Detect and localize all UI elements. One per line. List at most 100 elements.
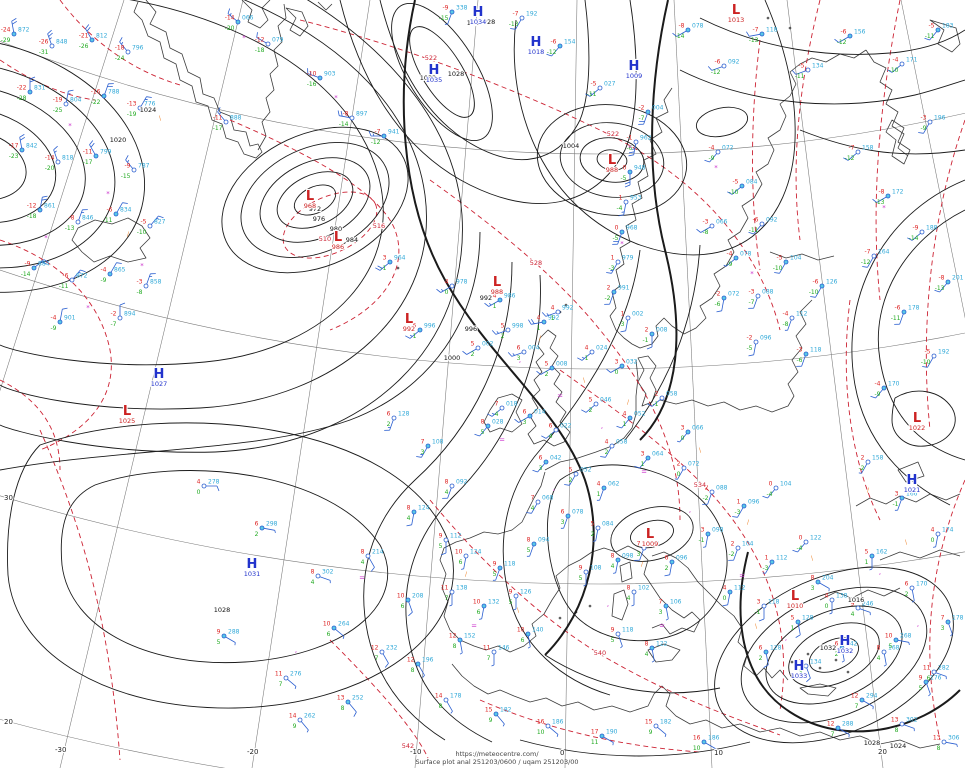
dewpoint-value: 5 (217, 639, 221, 646)
dewpoint-value: -13 (65, 225, 75, 232)
wind-barb (810, 287, 822, 298)
wind-barb (526, 545, 534, 557)
temperature-value: 4 (931, 527, 935, 534)
station-circle (759, 31, 765, 37)
dewpoint-value: 1 (641, 461, 645, 468)
dewpoint-value: -3 (619, 321, 625, 328)
station-circle (497, 565, 503, 571)
dewpoint-value: 5 (579, 575, 583, 582)
pressure-tendency-symbol: \ (699, 447, 702, 454)
wind-barb (748, 343, 757, 357)
weather-symbol: = (641, 468, 647, 476)
station-plot: 6 3 042 (532, 455, 562, 473)
station-plot: 1 -4 953 (617, 195, 642, 217)
wind-barb (532, 463, 546, 473)
temperature-value: -3 (137, 279, 143, 286)
temperature-value: 7 (659, 599, 663, 606)
station-plot: -6 -11 834 (103, 202, 132, 224)
pressure-value: 146 (498, 645, 510, 652)
center-letter: H (429, 63, 440, 78)
isobar-label: 1020 (110, 136, 127, 144)
station-plot: -4 -9 170 (870, 381, 900, 399)
temperature-value: 10 (323, 621, 331, 628)
station-circle (709, 223, 715, 229)
pressure-value: 232 (386, 645, 398, 652)
dewpoint-value: -18 (27, 213, 37, 220)
station-circle (131, 167, 137, 173)
station-circle (865, 459, 871, 465)
wind-barb (119, 302, 126, 316)
station-plot: -4 -10 171 (887, 57, 918, 74)
temperature-value: -5 (925, 349, 931, 356)
dewpoint-value: 2 (387, 421, 391, 428)
station-plot: 2 -1 008 (643, 327, 668, 350)
station-plot: 9 5 126 (509, 589, 532, 611)
temperature-value: -7 (375, 129, 381, 136)
station-circle (349, 115, 355, 121)
station-circle (125, 49, 131, 55)
temperature-value: 4 (623, 411, 627, 418)
dewpoint-value: 4 (877, 655, 881, 662)
station-plot: 10 6 140 (517, 627, 544, 649)
wind-barb (600, 447, 612, 458)
station-circle (505, 327, 511, 333)
station-plot: 12 7 294 (851, 693, 878, 711)
wind-barb (859, 608, 871, 616)
wind-barb (492, 569, 500, 581)
station-circle (633, 139, 639, 145)
station-circle (649, 331, 655, 337)
station-plot: 3 0 066 (676, 425, 704, 443)
station-circle (573, 471, 579, 477)
isobar-label: 976 (313, 215, 325, 223)
wind-barb (408, 601, 413, 617)
station-plot: -6 -12 156 (834, 29, 866, 46)
wind-barb (819, 582, 830, 592)
pressure-value: 865 (114, 267, 126, 274)
station-plot: 4 0 112 (722, 585, 746, 607)
wind-barb (581, 404, 595, 413)
wind-barb (606, 366, 621, 373)
wind-barb (335, 628, 345, 640)
station-circle (669, 559, 675, 565)
station-plot: 7 3 178 (941, 615, 964, 637)
station-plot: 2 -2 088 (702, 485, 728, 505)
weather-symbol: * (714, 164, 718, 172)
dewpoint-value: 4 (851, 611, 855, 618)
wind-barb (337, 110, 351, 119)
station-circle (497, 297, 503, 303)
temperature-value: 2 (607, 285, 611, 292)
station-plot: -11 -17 799 (83, 140, 112, 166)
coast-sardinia (611, 589, 629, 621)
wind-barb (924, 31, 938, 41)
wind-barb (65, 89, 74, 103)
station-plot: -9 -15 787 (121, 155, 150, 180)
station-plot: 5 2 084 (591, 521, 614, 542)
temperature-value: 8 (311, 569, 315, 576)
wind-barb (449, 594, 453, 607)
weather-symbol: * (44, 234, 48, 242)
station-plot: 11 7 146 (483, 645, 510, 667)
pressure-value: 052 (634, 411, 646, 418)
pressure-value: 848 (56, 39, 68, 46)
wind-barb (628, 143, 637, 157)
center-letter: L (306, 189, 314, 204)
station-circle (855, 149, 861, 155)
dewpoint-value: 2 (905, 591, 909, 598)
temperature-value: 11 (275, 671, 283, 678)
pressure-value: 092 (456, 479, 468, 486)
temperature-value: 3 (641, 451, 645, 458)
wind-barb (795, 623, 801, 638)
pressure-value: 079 (272, 37, 284, 44)
pressure-value: 152 (464, 633, 476, 640)
station-circle (901, 309, 907, 315)
temperature-value: -22 (17, 85, 27, 92)
station-circle (919, 229, 925, 235)
station-plot: 6 2 128 (384, 411, 410, 431)
station-plot: -7 -13 118 (746, 27, 778, 44)
wind-barb (702, 493, 712, 505)
station-circle (345, 699, 351, 705)
